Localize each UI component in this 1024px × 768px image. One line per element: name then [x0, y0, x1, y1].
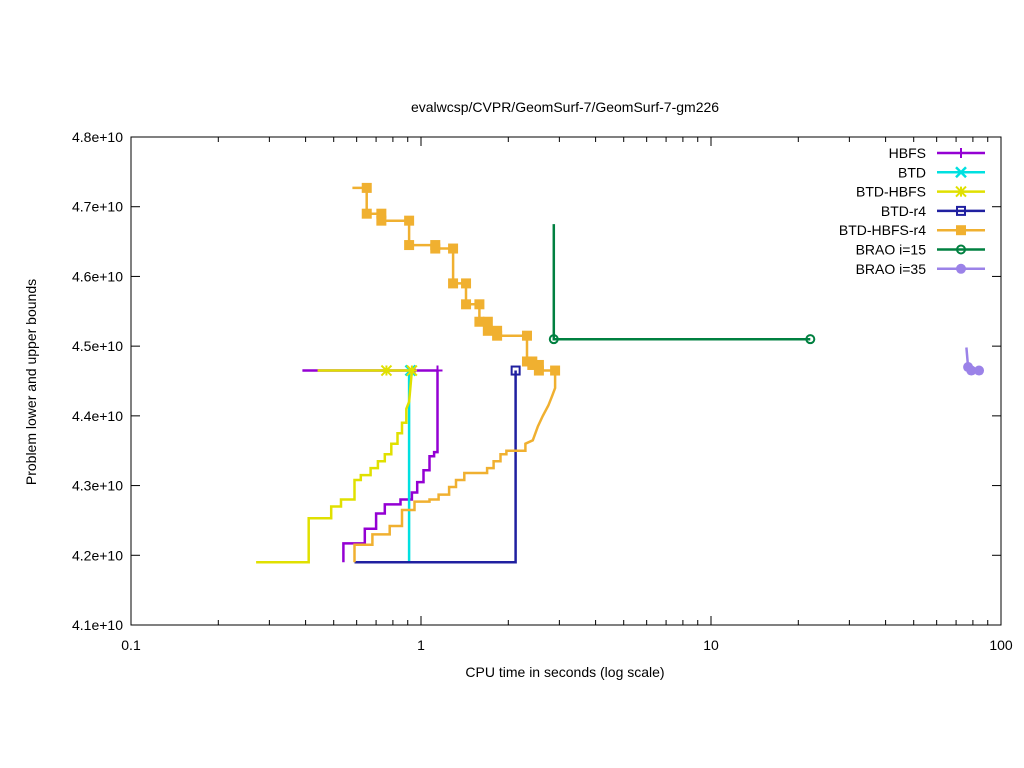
y-tick-label: 4.8e+10: [72, 129, 123, 145]
legend-marker: [956, 225, 966, 235]
x-axis: 0.1 1 10 100: [121, 137, 1013, 653]
series-btd-hbfs-r4-marker: [483, 326, 493, 336]
legend-item-brao-i-15: BRAO i=15: [856, 242, 985, 258]
legend-item-btd-hbfs: BTD-HBFS: [856, 184, 985, 200]
series-brao-i-15-upper-line: [554, 224, 811, 339]
x-tick-label: 1: [417, 637, 425, 653]
y-tick-label: 4.5e+10: [72, 338, 123, 354]
legend-label: BRAO i=35: [856, 261, 927, 277]
series-hbfs-marker: [433, 366, 443, 376]
y-tick-label: 4.7e+10: [72, 199, 123, 215]
legend-item-btd: BTD: [898, 164, 985, 180]
legend-label: BTD-HBFS: [856, 184, 926, 200]
plot-area: [256, 183, 984, 562]
series-btd-hbfs-r4-marker: [461, 278, 471, 288]
series-btd-hbfs-r4-marker: [448, 244, 458, 254]
legend-item-brao-i-35: BRAO i=35: [856, 261, 985, 277]
x-tick-label: 100: [989, 637, 1013, 653]
legend-label: BTD-HBFS-r4: [839, 222, 926, 238]
series-btd-hbfs-r4-marker: [404, 240, 414, 250]
y-axis-label: Problem lower and upper bounds: [23, 279, 39, 485]
legend-item-btd-hbfs-r4: BTD-HBFS-r4: [839, 222, 985, 238]
legend: HBFS BTD BTD-HBFS BTD-r4 BTD-HBFS-r4 BRAO i=1…: [839, 145, 985, 277]
series-btd-hbfs-r4-marker: [430, 244, 440, 254]
series-btd-hbfs-r4-lower-line: [355, 371, 556, 563]
y-tick-label: 4.2e+10: [72, 547, 123, 563]
series-btd-hbfs: [256, 366, 417, 563]
series-hbfs: [302, 366, 442, 563]
legend-label: BRAO i=15: [856, 242, 927, 258]
x-axis-label: CPU time in seconds (log scale): [465, 664, 664, 680]
y-tick-label: 4.6e+10: [72, 268, 123, 284]
y-tick-label: 4.4e+10: [72, 408, 123, 424]
series-btd-hbfs-r4-marker: [492, 331, 502, 341]
legend-marker: [956, 148, 966, 158]
plot-frame: [131, 137, 1001, 625]
series-btd-hbfs-r4-marker: [522, 331, 532, 341]
legend-item-hbfs: HBFS: [889, 145, 985, 161]
legend-item-btd-r4: BTD-r4: [881, 203, 985, 219]
x-tick-label: 10: [703, 637, 719, 653]
series-brao-i-15: [550, 224, 815, 343]
chart-title: evalwcsp/CVPR/GeomSurf-7/GeomSurf-7-gm22…: [411, 99, 719, 115]
series-btd-hbfs-r4-marker: [448, 278, 458, 288]
y-tick-label: 4.1e+10: [72, 617, 123, 633]
legend-label: BTD-r4: [881, 203, 926, 219]
legend-marker: [956, 264, 966, 274]
series-btd-hbfs-r4-marker: [474, 299, 484, 309]
series-btd-hbfs-r4-marker: [534, 366, 544, 376]
legend-label: HBFS: [889, 145, 926, 161]
series-btd-hbfs-r4-marker: [404, 216, 414, 226]
series-btd-hbfs-r4-marker: [483, 317, 493, 327]
series-btd-hbfs-r4-marker: [376, 216, 386, 226]
series-btd-hbfs-r4-marker: [362, 183, 372, 193]
series-btd-hbfs-r4-marker: [461, 299, 471, 309]
x-tick-label: 0.1: [121, 637, 141, 653]
legend-label: BTD: [898, 164, 926, 180]
legend-marker: [956, 187, 966, 197]
series-btd-hbfs-r4-marker: [550, 366, 560, 376]
series-btd-hbfs-r4-marker: [362, 209, 372, 219]
y-axis: 4.1e+10 4.2e+10 4.3e+10 4.4e+10 4.5e+10 4.6e+…: [72, 129, 1001, 633]
series-brao-i-35-marker: [974, 366, 984, 376]
series-btd-hbfs-marker: [407, 366, 417, 376]
y-tick-label: 4.3e+10: [72, 478, 123, 494]
series-brao-i-35: [963, 348, 984, 376]
series-btd-hbfs-marker: [381, 366, 391, 376]
